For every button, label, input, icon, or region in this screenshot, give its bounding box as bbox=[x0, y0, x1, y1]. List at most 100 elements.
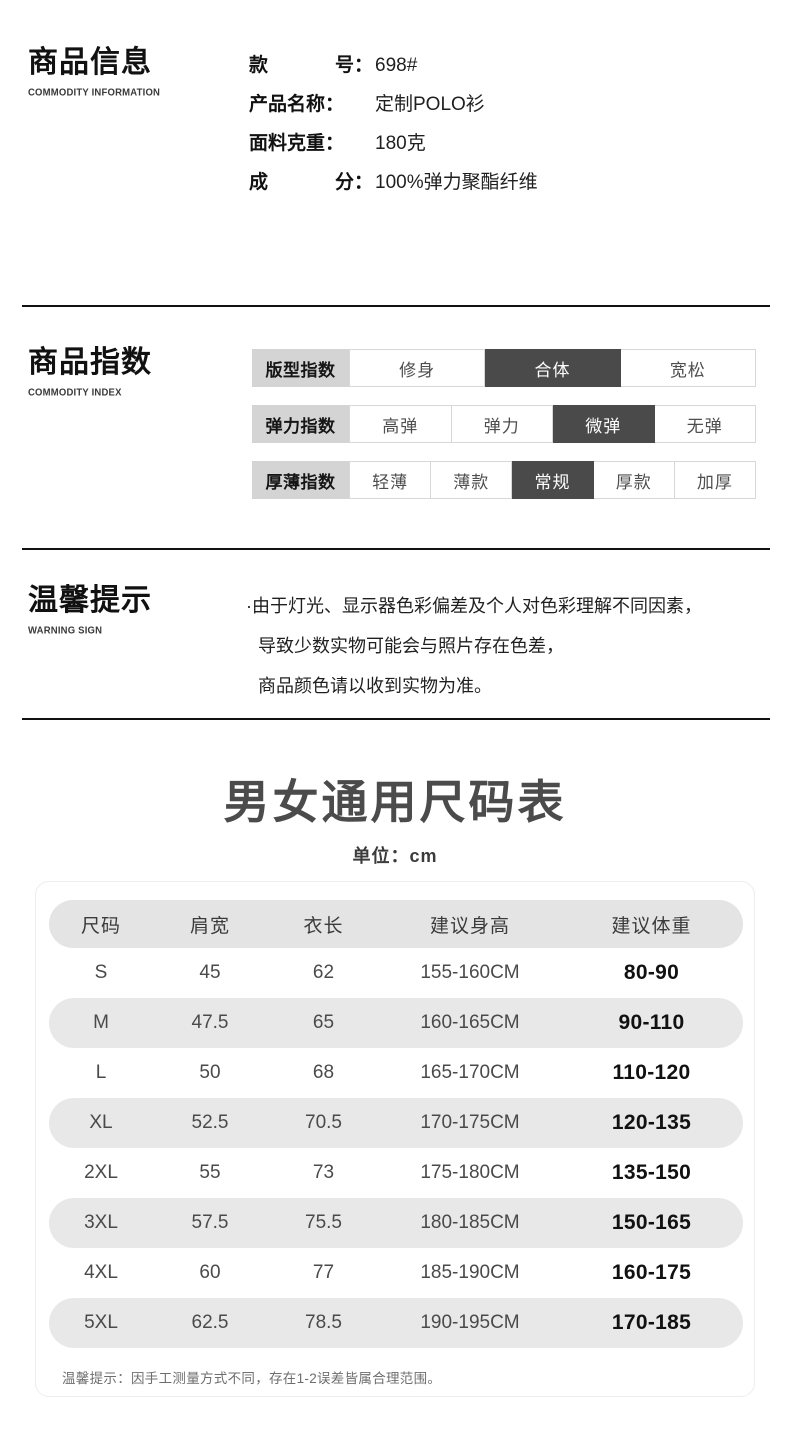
table-row: L 50 68 165-170CM 110-120 bbox=[49, 1048, 743, 1098]
table-cell: 68 bbox=[312, 1062, 335, 1083]
table-cell: 73 bbox=[312, 1162, 335, 1183]
index-option[interactable]: 宽松 bbox=[620, 349, 756, 387]
table-cell: 45 bbox=[199, 962, 221, 983]
size-chart-note-text: 温馨提示：因手工测量方式不同，存在1-2误差皆属合理范围。 bbox=[62, 1371, 442, 1386]
info-row: 款 号： 698# bbox=[249, 50, 538, 89]
table-cell: 80-90 bbox=[623, 961, 680, 984]
warning-line: ·由于灯光、显示器色彩偏差及个人对色彩理解不同因素， bbox=[246, 596, 702, 616]
index-option-selected[interactable]: 微弹 bbox=[553, 405, 655, 443]
table-cell: 170-175CM bbox=[420, 1112, 520, 1133]
commodity-information-list: 款 号： 698# 产品名称： 定制POLO衫 面料克重： 180克成 分： 100%弹力聚酯纤… bbox=[249, 50, 538, 206]
section-title-en: COMMODITY INDEX bbox=[28, 387, 122, 399]
table-cell: 65 bbox=[312, 1012, 335, 1033]
table-cell: 150-165 bbox=[611, 1211, 692, 1234]
table-cell: 110-120 bbox=[612, 1061, 691, 1084]
table-row: 4XL 60 77 185-190CM 160-175 bbox=[49, 1248, 743, 1298]
info-row-value: 100%弹力聚酯纤维 bbox=[375, 172, 538, 193]
info-label-part-b: 号： bbox=[334, 55, 373, 76]
index-option[interactable]: 弹力 bbox=[451, 405, 553, 443]
section-title-en: COMMODITY INFORMATION bbox=[28, 87, 161, 99]
index-option[interactable]: 薄款 bbox=[431, 461, 513, 499]
section-title-cn: 商品信息 bbox=[28, 46, 152, 79]
info-row-value: 180克 bbox=[375, 133, 426, 154]
info-row: 成 分： 100%弹力聚酯纤维 bbox=[249, 167, 538, 206]
index-option-selected[interactable]: 合体 bbox=[485, 349, 621, 387]
table-cell: 47.5 bbox=[191, 1012, 229, 1033]
table-cell: 155-160CM bbox=[420, 962, 520, 983]
table-cell: 185-190CM bbox=[420, 1262, 520, 1283]
info-label-part-a: 成 bbox=[249, 172, 269, 193]
table-cell: 165-170CM bbox=[420, 1062, 520, 1083]
info-row-label: 产品名称： bbox=[249, 89, 373, 116]
divider-3 bbox=[22, 718, 770, 720]
table-cell: 4XL bbox=[84, 1262, 118, 1283]
info-row: 面料克重： 180克 bbox=[249, 128, 538, 167]
table-header-row: 尺码 肩宽 衣长 建议身高 建议体重 bbox=[49, 900, 743, 948]
table-header-cell: 衣长 bbox=[303, 915, 344, 937]
table-cell: 55 bbox=[199, 1162, 221, 1183]
info-row-label: 面料克重： bbox=[249, 128, 373, 155]
table-header-cell: 肩宽 bbox=[189, 915, 230, 937]
info-row-label: 成 分： bbox=[249, 167, 373, 194]
index-option[interactable]: 无弹 bbox=[654, 405, 756, 443]
table-cell: 50 bbox=[199, 1062, 221, 1083]
index-row-label: 弹力指数 bbox=[252, 405, 349, 443]
table-cell: 175-180CM bbox=[420, 1162, 520, 1183]
commodity-index-table: 版型指数 修身 合体 宽松 弹力指数 高弹 弹力 微弹 无弹 厚薄指数 轻薄 薄款 常规 厚款 加厚 bbox=[252, 349, 757, 517]
table-row: 3XL 57.5 75.5 180-185CM 150-165 bbox=[49, 1198, 743, 1248]
table-cell: 3XL bbox=[84, 1212, 118, 1233]
info-label-part-b: 分： bbox=[334, 172, 373, 193]
info-row-label: 款 号： bbox=[249, 50, 373, 77]
index-option[interactable]: 厚款 bbox=[593, 461, 675, 499]
table-cell: 60 bbox=[199, 1262, 221, 1283]
table-cell: 52.5 bbox=[191, 1112, 229, 1133]
table-cell: 77 bbox=[312, 1262, 335, 1283]
section-title-cn: 商品指数 bbox=[28, 346, 152, 379]
table-cell: 70.5 bbox=[305, 1112, 342, 1133]
index-row-label: 厚薄指数 bbox=[252, 461, 349, 499]
index-option-group: 轻薄 薄款 常规 厚款 加厚 bbox=[349, 461, 757, 499]
table-header-cell: 建议身高 bbox=[429, 915, 510, 937]
info-row: 产品名称： 定制POLO衫 bbox=[249, 89, 538, 128]
index-option[interactable]: 加厚 bbox=[674, 461, 757, 499]
commodity-information-heading: 商品信息 COMMODITY INFORMATION bbox=[28, 46, 161, 99]
table-row: XL 52.5 70.5 170-175CM 120-135 bbox=[49, 1098, 743, 1148]
table-cell: M bbox=[93, 1012, 109, 1033]
index-row: 厚薄指数 轻薄 薄款 常规 厚款 加厚 bbox=[252, 461, 757, 499]
info-label-part-a: 款 bbox=[249, 55, 269, 76]
warning-line: 商品颜色请以收到实物为准。 bbox=[258, 676, 492, 696]
table-row: 5XL 62.5 78.5 190-195CM 170-185 bbox=[49, 1298, 743, 1348]
table-cell: 2XL bbox=[84, 1162, 118, 1183]
warning-sign-heading: 温馨提示 WARNING SIGN bbox=[28, 584, 152, 637]
section-title-cn: 温馨提示 bbox=[28, 584, 152, 617]
table-cell: 78.5 bbox=[305, 1312, 342, 1333]
info-label-part-a: 产品名称： bbox=[249, 94, 345, 115]
table-cell: 135-150 bbox=[611, 1161, 692, 1184]
index-row: 版型指数 修身 合体 宽松 bbox=[252, 349, 756, 387]
table-cell: 120-135 bbox=[611, 1111, 692, 1134]
divider-2 bbox=[22, 548, 770, 550]
table-cell: XL bbox=[89, 1112, 113, 1133]
info-row-value: 定制POLO衫 bbox=[375, 94, 485, 115]
size-chart-unit: 单位：cm bbox=[352, 846, 438, 866]
table-cell: 62 bbox=[312, 962, 335, 983]
table-cell: S bbox=[94, 962, 108, 983]
table-cell: 160-175 bbox=[611, 1261, 692, 1284]
divider-1 bbox=[22, 305, 770, 307]
table-cell: 180-185CM bbox=[420, 1212, 520, 1233]
warning-sign-text: ·由于灯光、显示器色彩偏差及个人对色彩理解不同因素， 导致少数实物可能会与照片存在… bbox=[246, 586, 702, 706]
table-cell: 75.5 bbox=[305, 1212, 342, 1233]
table-cell: 160-165CM bbox=[420, 1012, 520, 1033]
index-option[interactable]: 高弹 bbox=[349, 405, 452, 443]
index-row: 弹力指数 高弹 弹力 微弹 无弹 bbox=[252, 405, 756, 443]
commodity-index-heading: 商品指数 COMMODITY INDEX bbox=[28, 346, 152, 399]
index-option-selected[interactable]: 常规 bbox=[512, 461, 594, 499]
index-option[interactable]: 轻薄 bbox=[349, 461, 432, 499]
table-cell: 57.5 bbox=[191, 1212, 229, 1233]
size-chart-note: 温馨提示：因手工测量方式不同，存在1-2误差皆属合理范围。 bbox=[30, 1367, 441, 1387]
size-chart-panel: 尺码 肩宽 衣长 建议身高 建议体重 S 45 62 155-160CM 80-90 M 47.5 65… bbox=[35, 881, 755, 1397]
index-option-group: 高弹 弹力 微弹 无弹 bbox=[349, 405, 756, 443]
index-row-label: 版型指数 bbox=[252, 349, 349, 387]
index-option[interactable]: 修身 bbox=[349, 349, 486, 387]
table-header-cell: 建议体重 bbox=[611, 915, 692, 937]
